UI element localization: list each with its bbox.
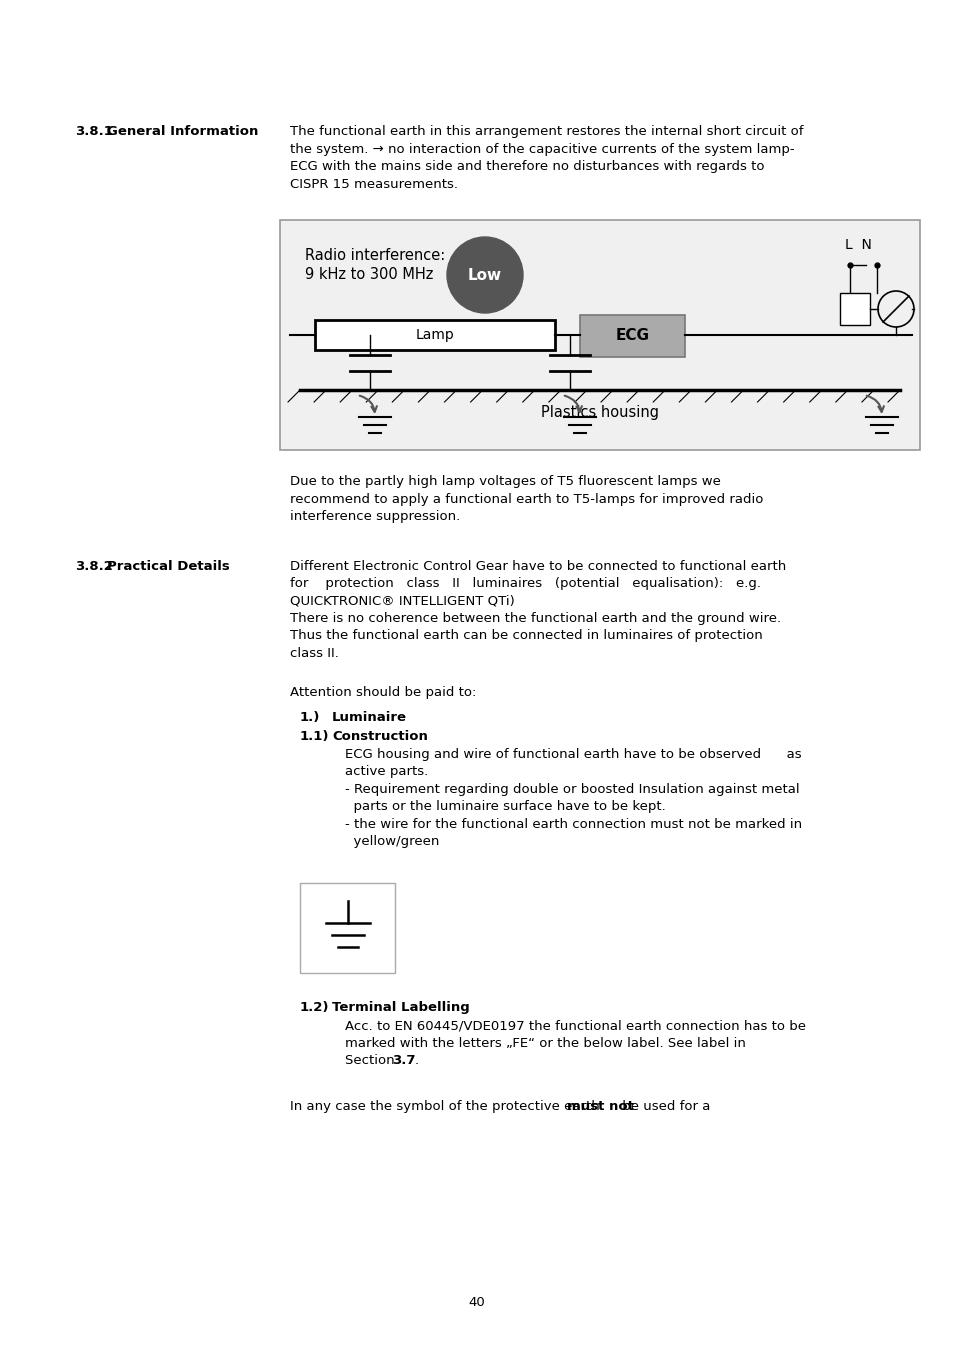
Text: The functional earth in this arrangement restores the internal short circuit of: The functional earth in this arrangement…: [290, 126, 802, 138]
Text: Attention should be paid to:: Attention should be paid to:: [290, 686, 476, 700]
Text: 3.8.1: 3.8.1: [75, 126, 112, 138]
Text: CISPR 15 measurements.: CISPR 15 measurements.: [290, 177, 457, 190]
Bar: [299, 882, 395, 973]
Text: active parts.: active parts.: [345, 765, 428, 778]
Text: the system. → no interaction of the capacitive currents of the system lamp-: the system. → no interaction of the capa…: [290, 142, 794, 155]
Text: Section: Section: [345, 1054, 398, 1067]
Text: QUICKTRONIC® INTELLIGENT QTi): QUICKTRONIC® INTELLIGENT QTi): [290, 594, 515, 608]
Bar: [314, 320, 555, 350]
Text: 40: 40: [468, 1296, 485, 1309]
Text: Plastics housing: Plastics housing: [540, 405, 659, 420]
Text: Lamp: Lamp: [416, 328, 454, 342]
Bar: [579, 315, 684, 357]
Text: 3.8.2: 3.8.2: [75, 559, 112, 573]
Text: Practical Details: Practical Details: [107, 559, 230, 573]
Circle shape: [447, 236, 522, 313]
Text: Thus the functional earth can be connected in luminaires of protection: Thus the functional earth can be connect…: [290, 630, 762, 643]
Text: Different Electronic Control Gear have to be connected to functional earth: Different Electronic Control Gear have t…: [290, 559, 785, 573]
Text: class II.: class II.: [290, 647, 338, 661]
Text: ECG housing and wire of functional earth have to be observed      as: ECG housing and wire of functional earth…: [345, 747, 801, 761]
Text: 3.7: 3.7: [392, 1054, 416, 1067]
Text: .: .: [414, 1054, 417, 1067]
Bar: [840, 293, 869, 326]
Text: be used for a: be used for a: [617, 1100, 709, 1113]
Text: 9 kHz to 300 MHz: 9 kHz to 300 MHz: [305, 267, 433, 282]
Text: There is no coherence between the functional earth and the ground wire.: There is no coherence between the functi…: [290, 612, 781, 626]
Text: 1.): 1.): [299, 711, 320, 724]
Text: for    protection   class   II   luminaires   (potential   equalisation):   e.g.: for protection class II luminaires (pote…: [290, 577, 760, 590]
Text: General Information: General Information: [107, 126, 258, 138]
Text: interference suppression.: interference suppression.: [290, 509, 459, 523]
Text: yellow/green: yellow/green: [345, 835, 439, 848]
Text: Terminal Labelling: Terminal Labelling: [332, 1001, 469, 1013]
Text: 1.2): 1.2): [299, 1001, 329, 1013]
Text: L  N: L N: [844, 238, 871, 253]
Text: - Requirement regarding double or boosted Insulation against metal: - Requirement regarding double or booste…: [345, 782, 799, 796]
Text: Construction: Construction: [332, 731, 428, 743]
Text: Acc. to EN 60445/VDE0197 the functional earth connection has to be: Acc. to EN 60445/VDE0197 the functional …: [345, 1019, 805, 1032]
Text: Luminaire: Luminaire: [332, 711, 407, 724]
Text: R: R: [850, 303, 859, 316]
Text: Low: Low: [468, 267, 501, 282]
Text: ECG: ECG: [615, 328, 649, 343]
Text: - the wire for the functional earth connection must not be marked in: - the wire for the functional earth conn…: [345, 817, 801, 831]
Text: Radio interference:: Radio interference:: [305, 249, 445, 263]
Text: parts or the luminaire surface have to be kept.: parts or the luminaire surface have to b…: [345, 800, 665, 813]
Text: 1.1): 1.1): [299, 731, 329, 743]
Text: recommend to apply a functional earth to T5-lamps for improved radio: recommend to apply a functional earth to…: [290, 493, 762, 505]
Text: ECG with the mains side and therefore no disturbances with regards to: ECG with the mains side and therefore no…: [290, 159, 763, 173]
Bar: [280, 220, 919, 450]
Text: marked with the letters „FE“ or the below label. See label in: marked with the letters „FE“ or the belo…: [345, 1036, 745, 1050]
Text: Due to the partly high lamp voltages of T5 fluorescent lamps we: Due to the partly high lamp voltages of …: [290, 476, 720, 488]
Text: must not: must not: [567, 1100, 634, 1113]
Text: In any case the symbol of the protective earth: In any case the symbol of the protective…: [290, 1100, 603, 1113]
